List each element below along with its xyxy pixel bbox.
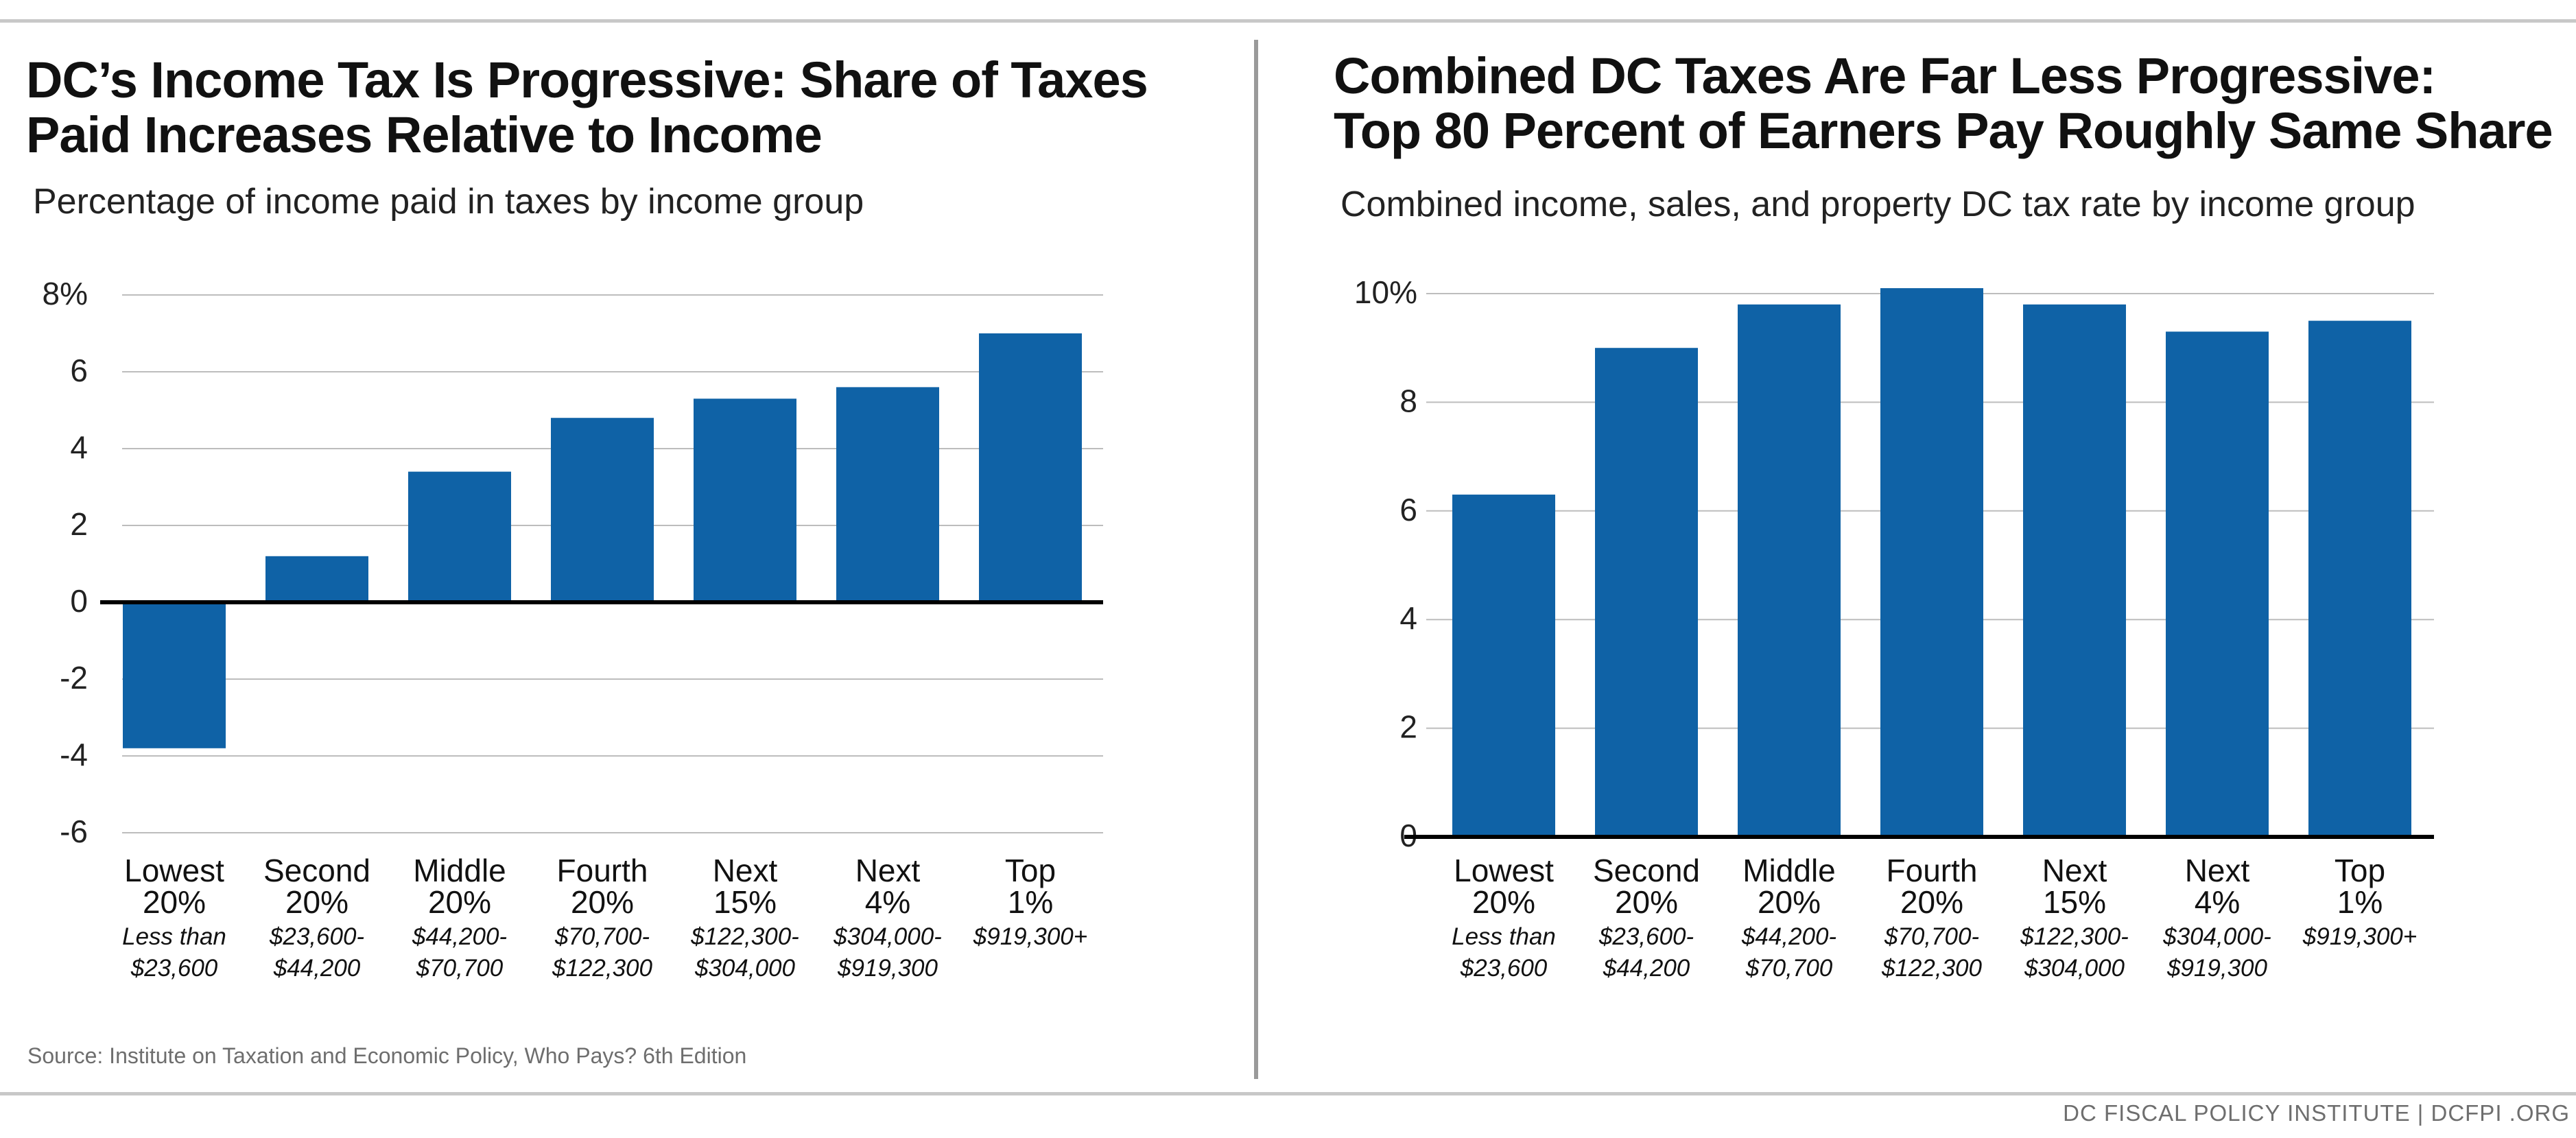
x-income-range-label: $23,600: [1460, 955, 1548, 982]
x-category-label: 20%: [571, 884, 634, 920]
y-tick-label: 8: [1399, 383, 1417, 418]
x-category-label: 15%: [713, 884, 777, 920]
x-income-range-label: Less than: [1452, 923, 1556, 950]
x-category-label: Fourth: [1887, 853, 1978, 888]
x-category-label: 20%: [285, 884, 348, 920]
x-category-label: 20%: [143, 884, 206, 920]
y-tick-label: 2: [70, 506, 88, 542]
source-note: Source: Institute on Taxation and Econom…: [27, 1043, 747, 1068]
x-category-label: 1%: [2337, 884, 2383, 920]
x-category-label: 20%: [1758, 884, 1821, 920]
x-income-range-label: $919,300: [2166, 955, 2268, 982]
x-income-range-label: $122,300-: [2020, 923, 2129, 950]
bar: [1452, 495, 1555, 837]
bar: [1595, 348, 1698, 837]
x-income-range-label: $70,700-: [554, 923, 650, 950]
y-tick-label: 6: [70, 353, 88, 388]
bar: [2308, 320, 2411, 838]
x-category-label: Top: [1005, 853, 1056, 888]
x-category-label: 20%: [1472, 884, 1535, 920]
bar: [979, 333, 1082, 602]
y-tick-label: 8%: [43, 276, 88, 311]
chart-panel-combined-taxes: Combined DC Taxes Are Far Less Progressi…: [1258, 0, 2576, 1092]
x-category-label: Middle: [413, 853, 506, 888]
bar: [836, 387, 939, 602]
chart-subtitle: Percentage of income paid in taxes by in…: [33, 182, 864, 222]
x-income-range-label: $70,700: [416, 955, 504, 982]
chart-title-line: Combined DC Taxes Are Far Less Progressi…: [1334, 47, 2436, 104]
x-category-label: Fourth: [557, 853, 648, 888]
x-category-label: 1%: [1008, 884, 1053, 920]
bar: [551, 418, 654, 602]
x-income-range-label: $44,200-: [412, 923, 507, 950]
x-income-range-label: $23,600: [130, 955, 218, 982]
x-category-label: Second: [1593, 853, 1700, 888]
x-category-label: 15%: [2043, 884, 2106, 920]
x-income-range-label: $122,300: [552, 955, 653, 982]
x-income-range-label: $919,300: [837, 955, 938, 982]
x-income-range-label: $919,300+: [973, 923, 1087, 950]
bar: [408, 471, 511, 602]
x-category-label: 20%: [428, 884, 491, 920]
x-category-label: Top: [2335, 853, 2385, 888]
x-category-label: 20%: [1900, 884, 1963, 920]
y-tick-label: 6: [1399, 492, 1417, 527]
x-category-label: 4%: [2195, 884, 2240, 920]
x-category-label: Next: [2042, 853, 2107, 888]
x-category-label: Middle: [1742, 853, 1836, 888]
chart-title-line: Top 80 Percent of Earners Pay Roughly Sa…: [1334, 102, 2553, 159]
bottom-rule: [0, 1092, 2576, 1095]
x-category-label: 20%: [1615, 884, 1678, 920]
chart-subtitle: Combined income, sales, and property DC …: [1340, 185, 2415, 224]
chart-title-line: Paid Increases Relative to Income: [26, 106, 823, 163]
bar: [1738, 304, 1841, 838]
chart-title-line: DC’s Income Tax Is Progressive: Share of…: [26, 51, 1148, 108]
x-income-range-label: $304,000: [2024, 955, 2125, 982]
x-category-label: Lowest: [124, 853, 224, 888]
x-income-range-label: $23,600-: [1598, 923, 1694, 950]
bar: [123, 602, 226, 748]
x-income-range-label: $122,300: [1881, 955, 1983, 982]
panel-divider: [1254, 40, 1258, 1079]
x-income-range-label: $70,700-: [1884, 923, 1979, 950]
bar: [2023, 304, 2126, 838]
bar: [2166, 331, 2269, 837]
y-tick-label: 0: [70, 583, 88, 619]
top-rule: [0, 19, 2576, 23]
x-income-range-label: $919,300+: [2302, 923, 2417, 950]
bar: [265, 556, 368, 602]
x-income-range-label: $23,600-: [269, 923, 364, 950]
x-income-range-label: $122,300-: [690, 923, 799, 950]
x-category-label: Next: [855, 853, 921, 888]
x-category-label: 4%: [865, 884, 910, 920]
x-income-range-label: $44,200: [273, 955, 361, 982]
x-category-label: Next: [713, 853, 778, 888]
x-category-label: Second: [263, 853, 370, 888]
y-tick-label: 2: [1399, 709, 1417, 745]
x-income-range-label: $70,700: [1745, 955, 1833, 982]
x-income-range-label: $44,200-: [1741, 923, 1836, 950]
x-income-range-label: Less than: [122, 923, 226, 950]
bar: [694, 399, 796, 602]
y-tick-label: 10%: [1354, 274, 1417, 310]
x-category-label: Next: [2185, 853, 2250, 888]
y-tick-label: -2: [60, 660, 88, 696]
x-income-range-label: $304,000-: [833, 923, 942, 950]
y-tick-label: 4: [1399, 600, 1417, 636]
y-tick-label: -6: [60, 814, 88, 849]
footer-credit: DC FISCAL POLICY INSTITUTE | DCFPI .ORG: [2063, 1100, 2570, 1126]
chart-panel-income-tax: DC’s Income Tax Is Progressive: Share of…: [0, 0, 1254, 1092]
x-category-label: Lowest: [1454, 853, 1554, 888]
x-income-range-label: $304,000-: [2162, 923, 2271, 950]
chart-title: Combined DC Taxes Are Far Less Progressi…: [1334, 49, 2553, 158]
chart-title: DC’s Income Tax Is Progressive: Share of…: [26, 53, 1148, 163]
y-tick-label: 4: [70, 429, 88, 465]
bar: [1880, 288, 1983, 838]
y-tick-label: -4: [60, 737, 88, 772]
x-income-range-label: $304,000: [694, 955, 796, 982]
x-income-range-label: $44,200: [1603, 955, 1690, 982]
